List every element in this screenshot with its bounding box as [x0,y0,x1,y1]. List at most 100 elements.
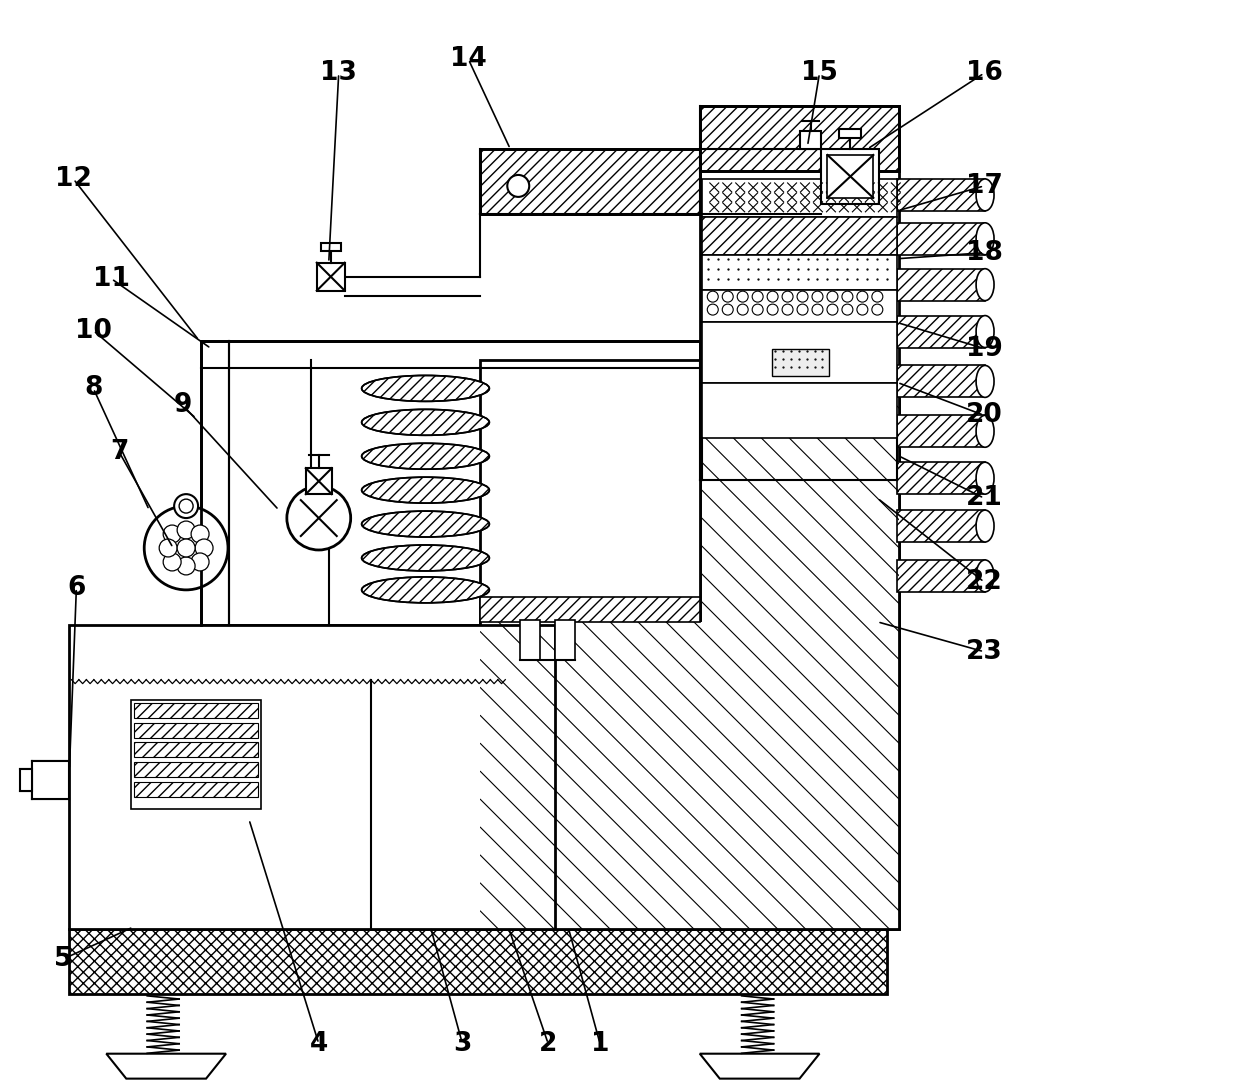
Text: 23: 23 [966,639,1002,665]
Ellipse shape [362,478,490,503]
Ellipse shape [976,510,994,542]
Bar [898,560,985,592]
Circle shape [707,305,718,316]
Circle shape [842,292,853,302]
Circle shape [872,292,883,302]
Bar [821,149,879,203]
Bar [72,680,553,927]
Circle shape [872,305,883,316]
Bar [898,510,985,542]
Circle shape [812,305,823,316]
Bar [20,769,31,791]
Text: 7: 7 [110,440,129,466]
Bar [480,360,699,620]
Circle shape [797,305,808,316]
Text: 3: 3 [453,1030,471,1056]
Text: 10: 10 [74,318,112,344]
Circle shape [722,292,733,302]
Text: 16: 16 [966,60,1002,86]
Bar [321,243,341,250]
Circle shape [797,292,808,302]
Circle shape [177,539,195,557]
Bar [480,149,699,214]
Circle shape [753,305,763,316]
Ellipse shape [976,269,994,300]
Circle shape [707,292,718,302]
Circle shape [738,305,748,316]
Text: 9: 9 [174,393,192,419]
Circle shape [738,292,748,302]
Bar [702,289,898,322]
Text: 5: 5 [55,945,73,972]
Circle shape [722,305,733,316]
Text: 14: 14 [450,47,487,72]
Ellipse shape [976,178,994,211]
Bar [898,223,985,255]
Circle shape [753,292,763,302]
Circle shape [164,553,181,571]
Bar [800,131,821,149]
Bar [702,178,898,217]
Circle shape [768,292,777,302]
Circle shape [842,305,853,316]
Polygon shape [480,370,899,929]
Text: 4: 4 [310,1030,327,1056]
Polygon shape [107,1053,226,1078]
Circle shape [177,557,195,574]
Circle shape [812,292,823,302]
Circle shape [507,175,529,197]
Text: 19: 19 [966,335,1002,361]
Text: 1: 1 [590,1030,609,1056]
Bar [699,107,899,750]
Bar [702,217,898,255]
Bar [131,700,260,809]
Circle shape [195,539,213,557]
Text: 6: 6 [67,574,86,601]
Circle shape [827,305,838,316]
Bar [702,383,898,438]
Bar [134,742,258,757]
Bar [839,129,862,138]
Ellipse shape [362,443,490,469]
Text: 2: 2 [539,1030,557,1056]
Circle shape [191,526,210,543]
Circle shape [782,305,794,316]
Ellipse shape [362,375,490,401]
Bar [898,366,985,397]
Bar [69,929,888,993]
Ellipse shape [976,223,994,255]
Bar [699,107,899,171]
Text: 15: 15 [801,60,838,86]
Text: 20: 20 [966,403,1002,429]
Text: 17: 17 [966,173,1002,199]
Bar [480,149,699,214]
Text: 8: 8 [84,375,103,401]
Circle shape [857,305,868,316]
Circle shape [159,539,177,557]
Text: 22: 22 [966,569,1002,595]
Bar [556,620,575,659]
Bar [898,178,985,211]
Bar [134,782,258,798]
Ellipse shape [362,511,490,537]
Ellipse shape [976,560,994,592]
Bar [898,269,985,300]
Circle shape [174,494,198,518]
Circle shape [191,553,210,571]
Text: 21: 21 [966,485,1002,511]
Circle shape [286,486,351,551]
Circle shape [177,521,195,539]
Bar [480,597,699,622]
Ellipse shape [976,416,994,447]
Bar [201,341,699,625]
Bar [771,348,830,376]
Bar [827,154,873,198]
Circle shape [857,292,868,302]
Circle shape [827,292,838,302]
Text: 18: 18 [966,239,1002,265]
Bar [898,462,985,494]
Bar [898,316,985,347]
Circle shape [782,292,794,302]
Bar [134,722,258,738]
Circle shape [144,506,228,590]
